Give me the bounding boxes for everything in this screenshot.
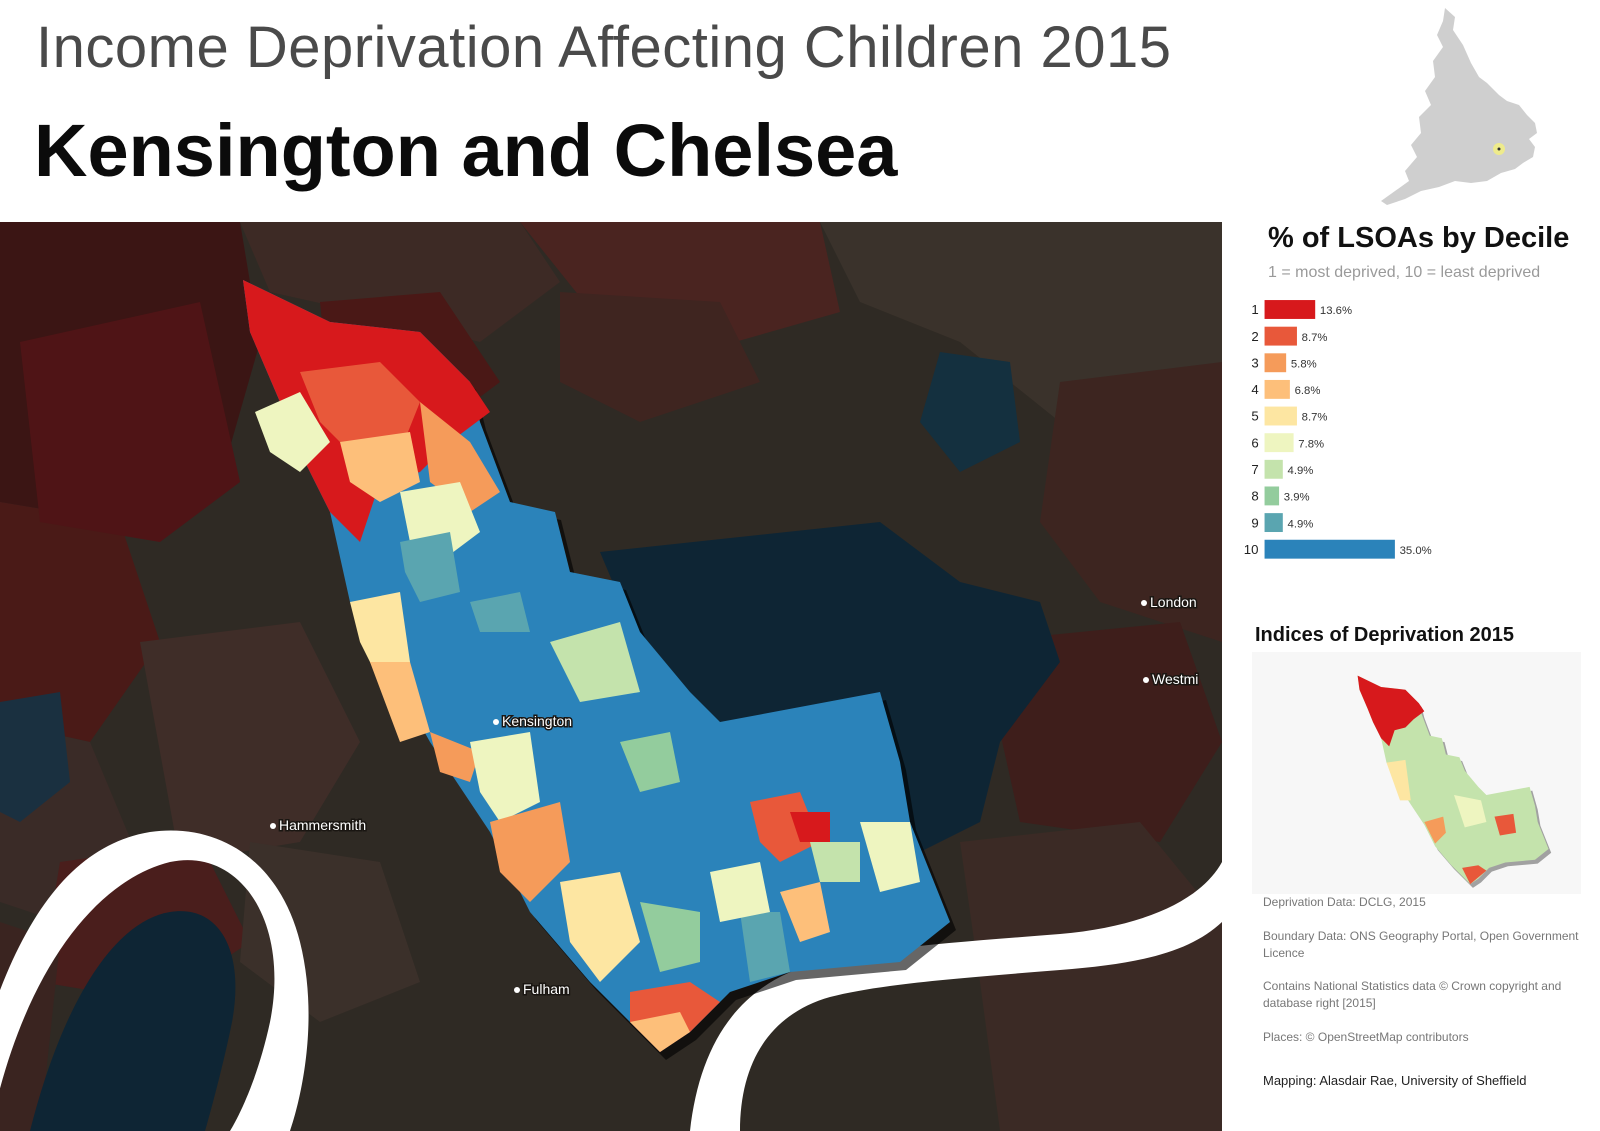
decile-bar-2 <box>1264 326 1297 346</box>
lsoa-decile-9 <box>740 912 790 982</box>
decile-bar-chart: 1 13.6% 2 8.7% 3 5.8% 4 6.8% 5 8.7% 6 7.8% 7 4.9% 8 3.9… <box>1244 300 1432 559</box>
england-outline <box>1381 8 1537 205</box>
lsoa-decile-1 <box>790 812 830 842</box>
lsoa-decile-3 <box>490 802 570 902</box>
decile-label-9: 9 <box>1251 515 1258 530</box>
decile-bar-6 <box>1264 433 1294 453</box>
lsoa-decile-2 <box>750 792 820 862</box>
lsoa-decile-6 <box>470 732 540 822</box>
borough-inset-map <box>1252 652 1581 894</box>
decile-bar-3 <box>1264 353 1287 373</box>
svg-text:Hammersmith: Hammersmith <box>279 817 366 833</box>
decile-value-8: 3.9% <box>1284 492 1310 504</box>
river-thames-east <box>690 862 1222 1131</box>
lsoa-decile-4 <box>780 882 830 942</box>
lsoa-decile-6 <box>255 392 330 472</box>
decile-bar-10 <box>1264 539 1395 559</box>
decile-label-3: 3 <box>1251 355 1258 370</box>
decile-label-6: 6 <box>1251 435 1258 450</box>
borough-name: Kensington and Chelsea <box>34 109 898 192</box>
place-label-london: London <box>1141 593 1198 612</box>
lsoa-decile-6 <box>710 862 770 922</box>
lsoa-decile-3 <box>430 732 480 782</box>
deprivation-map[interactable]: London Westmi Kensington Hammersmith Ful… <box>0 222 1222 1131</box>
lsoa-decile-9 <box>400 532 460 602</box>
decile-label-8: 8 <box>1251 489 1258 504</box>
decile-bar-1 <box>1264 300 1316 319</box>
lsoa-decile-4 <box>630 1012 690 1052</box>
lsoa-decile-4 <box>340 432 420 502</box>
legend-subtitle: 1 = most deprived, 10 = least deprived <box>1268 264 1541 281</box>
lsoa-decile-6 <box>860 822 920 892</box>
decile-value-1: 13.6% <box>1320 305 1352 317</box>
decile-value-4: 6.8% <box>1295 385 1321 397</box>
page-title: Income Deprivation Affecting Children 20… <box>36 15 1172 80</box>
decile-value-3: 5.8% <box>1291 358 1317 370</box>
decile-bar-5 <box>1264 406 1297 426</box>
decile-bar-4 <box>1264 379 1290 399</box>
neighbouring-affluent-areas <box>0 352 1060 862</box>
lsoa-decile-9 <box>470 592 530 632</box>
svg-text:London: London <box>1150 594 1197 610</box>
map-canvas[interactable]: London Westmi Kensington Hammersmith Ful… <box>0 222 1222 1131</box>
place-label-fulham: Fulham <box>514 980 571 999</box>
lsoa-decile-8 <box>620 732 680 792</box>
decile-bar-9 <box>1264 513 1283 533</box>
decile-label-7: 7 <box>1251 462 1258 477</box>
lsoa-decile-7 <box>810 842 860 882</box>
svg-text:Kensington: Kensington <box>502 713 572 729</box>
england-locator-map <box>1381 8 1537 205</box>
place-label-hammersmith: Hammersmith <box>270 816 368 835</box>
decile-label-1: 1 <box>1251 302 1258 317</box>
decile-bar-7 <box>1264 459 1283 479</box>
credit-places: Places: © OpenStreetMap contributors <box>1263 1030 1469 1044</box>
decile-value-10: 35.0% <box>1400 545 1432 557</box>
decile-label-5: 5 <box>1251 409 1258 424</box>
decile-value-9: 4.9% <box>1288 518 1314 530</box>
decile-value-2: 8.7% <box>1302 332 1328 344</box>
lsoa-decile-7 <box>550 622 640 702</box>
credit-mapping: Mapping: Alasdair Rae, University of She… <box>1263 1073 1527 1088</box>
decile-value-7: 4.9% <box>1288 465 1314 477</box>
svg-text:Westmi: Westmi <box>1152 671 1198 687</box>
credit-boundary-data: Boundary Data: ONS Geography Portal, Ope… <box>1263 929 1579 960</box>
lsoa-decile-8 <box>640 902 700 972</box>
decile-bar-8 <box>1264 486 1280 506</box>
lsoa-decile-4 <box>370 662 430 742</box>
decile-label-4: 4 <box>1251 382 1258 397</box>
decile-label-10: 10 <box>1244 542 1259 557</box>
place-label-kensington: Kensington <box>493 712 574 731</box>
credit-deprivation-data: Deprivation Data: DCLG, 2015 <box>1263 895 1426 909</box>
lsoa-decile-5 <box>350 592 410 682</box>
svg-text:Fulham: Fulham <box>523 981 570 997</box>
place-label-westminster: Westmi <box>1143 670 1200 689</box>
credit-copyright: Contains National Statistics data © Crow… <box>1263 979 1562 1010</box>
river-thames <box>0 830 309 1131</box>
decile-label-2: 2 <box>1251 329 1258 344</box>
legend-title: % of LSOAs by Decile <box>1268 222 1570 254</box>
decile-value-5: 8.7% <box>1302 412 1328 424</box>
decile-value-6: 7.8% <box>1298 438 1324 450</box>
lsoa-decile-3 <box>420 402 500 512</box>
lsoa-decile-5 <box>560 872 640 982</box>
river-inner-water <box>30 911 236 1131</box>
lsoa-decile-2 <box>300 362 420 452</box>
inset-title: Indices of Deprivation 2015 <box>1255 624 1514 646</box>
borough-lsoas[interactable] <box>243 280 950 1052</box>
